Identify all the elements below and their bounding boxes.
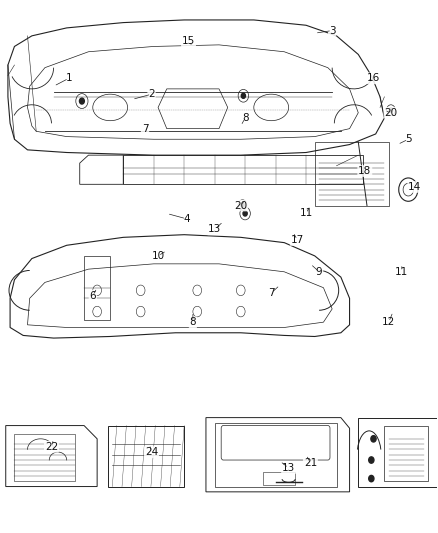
Text: 7: 7	[142, 124, 148, 134]
Text: 17: 17	[291, 235, 304, 245]
Text: 11: 11	[395, 267, 408, 277]
Circle shape	[79, 98, 85, 104]
Bar	[315, 142, 389, 206]
Text: 16: 16	[367, 73, 380, 83]
Circle shape	[371, 435, 376, 442]
Text: 13: 13	[282, 463, 295, 473]
Text: 11: 11	[300, 208, 313, 219]
Circle shape	[369, 457, 374, 463]
Bar	[14, 433, 75, 481]
Text: 15: 15	[182, 36, 195, 46]
Text: 22: 22	[45, 442, 58, 452]
Bar	[123, 155, 363, 184]
Text: 3: 3	[329, 26, 336, 36]
Text: 2: 2	[148, 89, 155, 99]
Text: 8: 8	[242, 113, 248, 123]
Text: 10: 10	[152, 251, 165, 261]
Text: 18: 18	[358, 166, 371, 176]
Bar	[262, 472, 295, 485]
Text: 7: 7	[268, 288, 275, 298]
Text: 1: 1	[66, 73, 72, 83]
Text: 21: 21	[304, 458, 317, 467]
Circle shape	[243, 211, 247, 216]
Circle shape	[369, 475, 374, 482]
Circle shape	[241, 93, 245, 98]
Text: 24: 24	[145, 447, 158, 457]
Text: 4: 4	[183, 214, 190, 224]
Bar	[84, 256, 110, 319]
Text: 9: 9	[316, 267, 322, 277]
Text: 14: 14	[408, 182, 421, 192]
Bar	[215, 423, 336, 487]
Circle shape	[241, 203, 244, 207]
Text: 8: 8	[190, 317, 196, 327]
Text: 6: 6	[89, 290, 96, 301]
Circle shape	[399, 178, 418, 201]
Circle shape	[389, 108, 392, 112]
Text: 13: 13	[208, 224, 221, 235]
Text: 12: 12	[382, 317, 396, 327]
Text: 20: 20	[385, 108, 397, 118]
Text: 20: 20	[234, 200, 247, 211]
Text: 5: 5	[405, 134, 412, 144]
Bar	[385, 425, 428, 481]
